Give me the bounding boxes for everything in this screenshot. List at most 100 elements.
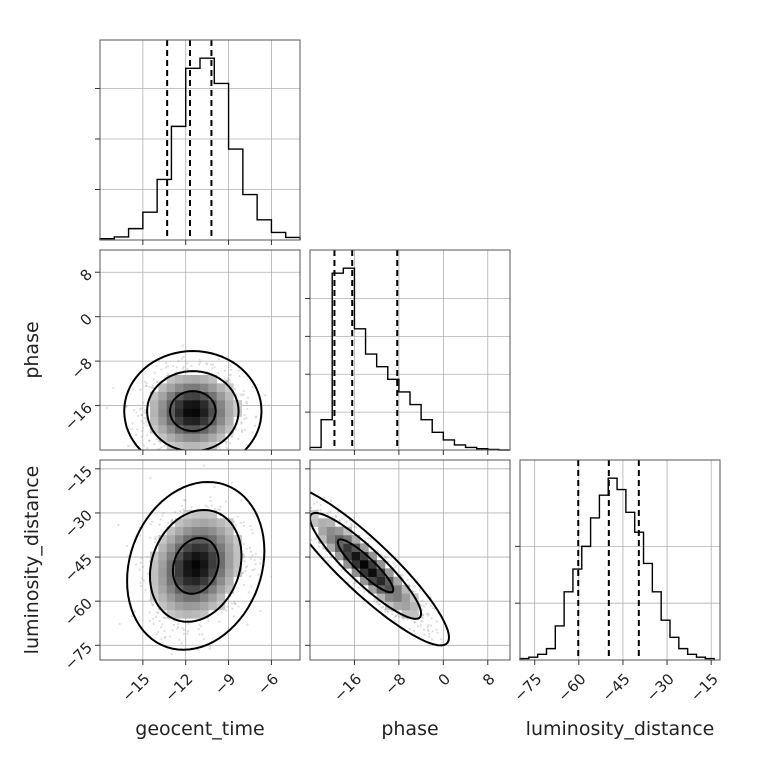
density-cell bbox=[318, 535, 327, 544]
sample-point bbox=[162, 616, 165, 619]
sample-point bbox=[243, 559, 246, 563]
density-cell bbox=[216, 425, 226, 434]
sample-point bbox=[130, 615, 134, 618]
density-cell bbox=[158, 408, 167, 417]
panel-content bbox=[310, 491, 451, 647]
sample-point bbox=[140, 577, 144, 580]
sample-point bbox=[218, 445, 221, 448]
sample-point bbox=[198, 363, 201, 366]
sample-point bbox=[372, 600, 375, 603]
sample-point bbox=[313, 502, 316, 505]
sample-point bbox=[242, 542, 246, 546]
sample-point bbox=[205, 362, 208, 365]
sample-point bbox=[394, 614, 397, 617]
sample-point bbox=[327, 560, 330, 563]
sample-point bbox=[237, 605, 240, 608]
sample-point bbox=[125, 544, 129, 548]
density-cell bbox=[233, 551, 242, 561]
sample-point bbox=[212, 363, 215, 366]
sample-point bbox=[143, 411, 146, 414]
sample-point bbox=[431, 630, 434, 633]
density-cell bbox=[216, 400, 226, 409]
density-cell bbox=[158, 416, 167, 426]
sample-point bbox=[406, 618, 409, 621]
density-cell bbox=[183, 568, 192, 577]
sample-point bbox=[224, 500, 228, 503]
density-cell bbox=[208, 383, 217, 392]
density-cell bbox=[216, 408, 226, 417]
y-axis-label-phase: phase bbox=[21, 321, 43, 378]
sample-point bbox=[257, 573, 260, 576]
density-cell bbox=[150, 585, 159, 594]
sample-point bbox=[151, 386, 154, 389]
density-cell bbox=[175, 441, 184, 450]
sample-point bbox=[430, 638, 434, 641]
density-cell bbox=[385, 568, 394, 577]
density-cell bbox=[150, 400, 159, 409]
density-cell bbox=[360, 576, 369, 586]
sample-point bbox=[242, 524, 246, 527]
sample-point bbox=[234, 602, 237, 606]
sample-point bbox=[238, 375, 241, 378]
density-cell bbox=[318, 526, 327, 536]
sample-point bbox=[406, 578, 409, 582]
sample-point bbox=[380, 606, 383, 609]
sample-point bbox=[218, 508, 221, 511]
sample-point bbox=[206, 363, 209, 366]
density-cell bbox=[183, 593, 192, 602]
density-cell bbox=[200, 510, 209, 519]
sample-point bbox=[251, 569, 254, 572]
sample-point bbox=[226, 605, 229, 608]
sample-point bbox=[217, 371, 220, 374]
density-cell bbox=[410, 601, 419, 611]
density-cell bbox=[393, 593, 402, 602]
density-cell bbox=[175, 408, 184, 417]
sample-point bbox=[322, 547, 325, 551]
sample-point bbox=[350, 524, 353, 527]
density-cell bbox=[175, 375, 184, 384]
sample-point bbox=[440, 638, 443, 641]
density-cell bbox=[233, 568, 242, 577]
sample-point bbox=[165, 361, 168, 365]
density-cell bbox=[208, 560, 217, 569]
density-cell bbox=[216, 391, 226, 401]
panel-frame bbox=[99, 39, 301, 241]
sample-point bbox=[210, 363, 213, 367]
sample-point bbox=[182, 365, 185, 369]
panel-content bbox=[117, 464, 273, 656]
density-cell bbox=[225, 408, 234, 417]
density-cell bbox=[175, 551, 184, 561]
sample-point bbox=[153, 541, 157, 544]
density-cell bbox=[216, 535, 226, 544]
density-cell bbox=[200, 593, 209, 602]
sample-point bbox=[145, 424, 148, 427]
density-cell bbox=[216, 560, 226, 569]
sample-point bbox=[198, 633, 201, 636]
sample-point bbox=[139, 561, 143, 564]
density-cell bbox=[326, 526, 336, 536]
sample-point bbox=[183, 499, 186, 502]
density-cell bbox=[326, 535, 336, 544]
density-cell bbox=[385, 593, 394, 602]
sample-point bbox=[117, 523, 120, 527]
density-cell bbox=[158, 383, 167, 392]
sample-point bbox=[353, 525, 356, 528]
sample-point bbox=[427, 635, 431, 638]
sample-point bbox=[239, 521, 242, 524]
sample-point bbox=[142, 426, 145, 430]
density-cell bbox=[376, 576, 386, 586]
contour-level-0 bbox=[336, 538, 395, 594]
x-axis-label-geocent-time: geocent_time bbox=[135, 718, 264, 740]
sample-point bbox=[190, 505, 193, 509]
histogram-step-luminosity-distance bbox=[519, 477, 715, 660]
density-cell bbox=[351, 535, 361, 544]
density-cell bbox=[183, 425, 192, 434]
sample-point bbox=[231, 607, 234, 610]
sample-point bbox=[140, 407, 143, 410]
sample-point bbox=[242, 556, 245, 559]
density-cell bbox=[225, 568, 234, 577]
sample-point bbox=[245, 416, 248, 419]
sample-point bbox=[118, 622, 121, 625]
density-cell bbox=[310, 510, 319, 519]
density-cell bbox=[158, 585, 167, 594]
